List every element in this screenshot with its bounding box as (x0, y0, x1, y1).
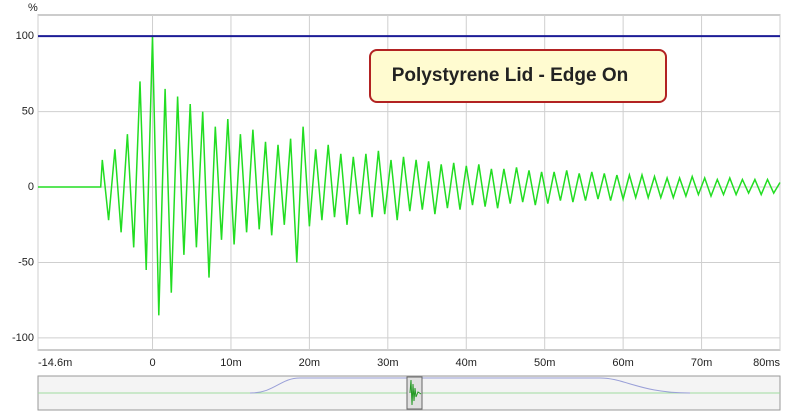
annotation-box (369, 49, 667, 103)
x-tick-label: 60m (612, 357, 633, 369)
y-tick-label: -50 (18, 256, 34, 268)
y-unit: % (28, 2, 38, 14)
x-tick-label: 20m (299, 357, 320, 369)
annotation: Polystyrene Lid - Edge On (392, 65, 629, 86)
y-tick-label: 50 (22, 105, 34, 117)
x-tick-label: 70m (691, 357, 712, 369)
x-tick-label: 40m (456, 357, 477, 369)
y-tick-label: -100 (12, 332, 34, 344)
overview (37, 375, 781, 411)
y-tick-label: 0 (28, 181, 34, 193)
x-tick-label: 0 (149, 357, 155, 369)
x-tick-label: 80ms (753, 357, 780, 369)
x-tick-label: 30m (377, 357, 398, 369)
x-tick-label: 10m (220, 357, 241, 369)
overview-wave (409, 379, 422, 406)
overview-window (249, 377, 691, 394)
x-tick-label: 50m (534, 357, 555, 369)
x-tick-label: -14.6m (38, 357, 72, 369)
y-tick-label: 100 (16, 30, 34, 42)
waveform (38, 36, 781, 316)
